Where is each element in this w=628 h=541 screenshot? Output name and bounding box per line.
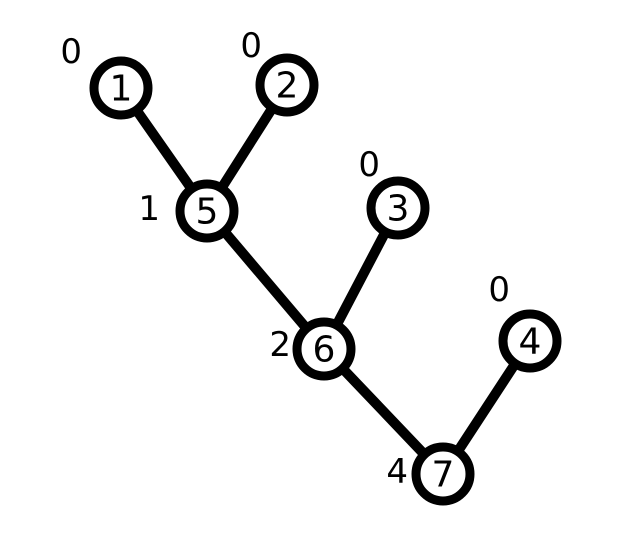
nodes-layer: 1 25 36 47 — [89, 53, 562, 506]
node-circle-5 — [175, 179, 239, 243]
edges-layer — [116, 80, 535, 479]
node-circle-7 — [411, 442, 475, 506]
node-label-5: 5 — [196, 192, 219, 233]
node-annotation-3: 0 — [358, 145, 380, 185]
node-label-3: 3 — [387, 189, 410, 230]
node-6: 6 — [292, 317, 356, 381]
node-label-1: 1 — [110, 69, 133, 110]
node-1: 1 — [89, 56, 153, 120]
node-label-6: 6 — [313, 330, 336, 371]
node-annotation-5: 1 — [138, 189, 160, 229]
node-label-7: 7 — [432, 455, 455, 496]
node-annotation-6: 2 — [269, 325, 291, 365]
node-2: 2 — [255, 53, 319, 117]
node-circle-1 — [89, 56, 153, 120]
node-annotation-7: 4 — [386, 452, 408, 492]
node-circle-4 — [498, 309, 562, 373]
node-annotation-4: 0 — [488, 270, 510, 310]
node-annotation-2: 0 — [240, 26, 262, 66]
node-4: 4 — [498, 309, 562, 373]
node-label-4: 4 — [519, 322, 542, 363]
node-3: 3 — [366, 176, 430, 240]
node-annotation-1: 0 — [60, 32, 82, 72]
node-circle-6 — [292, 317, 356, 381]
node-7: 7 — [411, 442, 475, 506]
node-5: 5 — [175, 179, 239, 243]
node-label-2: 2 — [276, 66, 299, 107]
node-circle-3 — [366, 176, 430, 240]
node-circle-2 — [255, 53, 319, 117]
